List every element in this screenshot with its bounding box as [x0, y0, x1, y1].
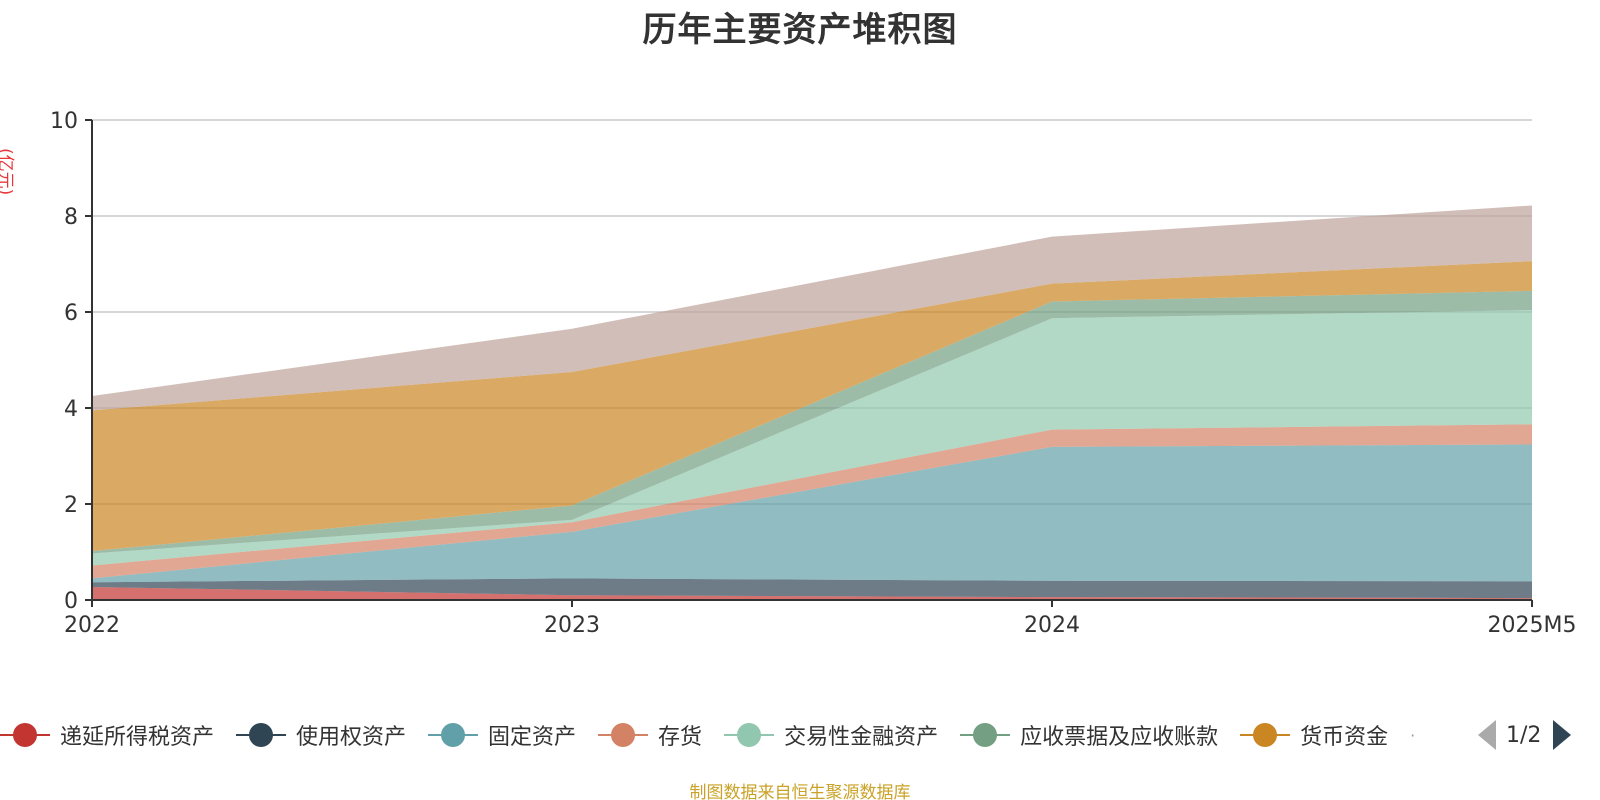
area-series-2 — [92, 578, 1532, 599]
legend-marker-icon — [724, 722, 775, 748]
area-series-5 — [92, 310, 1532, 566]
chart-title: 历年主要资产堆积图 — [642, 10, 958, 50]
source-note: 制图数据来自恒生聚源数据库 — [689, 783, 911, 800]
legend-label: 固定资产 — [488, 725, 577, 750]
legend-item-1[interactable]: 递延所得税资产 — [0, 719, 214, 751]
legend-item-3[interactable]: 固定资产 — [428, 719, 576, 751]
legend-label: 交易性金融资产 — [784, 725, 939, 750]
legend-label: 应收票据及应收账款 — [1020, 725, 1219, 750]
legend-marker-icon — [428, 722, 479, 748]
legend-next-page-icon[interactable] — [1553, 720, 1572, 750]
legend: 递延所得税资产 使用权资产 固定资产 存货 交易性金融资产 应收票据及应收账款 货币资金 · — [0, 718, 1429, 752]
y-axis-unit-label: (亿元) — [0, 148, 15, 196]
legend-marker-icon — [236, 722, 287, 748]
x-tick-label-2023: 2023 — [544, 613, 600, 638]
legend-item-5[interactable]: 交易性金融资产 — [724, 719, 938, 751]
y-tick-label-6: 6 — [64, 301, 78, 326]
legend-pager: 1/2 — [1478, 718, 1572, 752]
y-tick-label-2: 2 — [64, 493, 78, 518]
y-tick-label-0: 0 — [64, 589, 78, 614]
legend-label: 递延所得税资产 — [60, 725, 215, 750]
x-tick-label-2025M5: 2025M5 — [1488, 613, 1577, 638]
area-series-1 — [92, 587, 1532, 600]
x-tick-label-2024: 2024 — [1024, 613, 1080, 638]
legend-marker-icon — [598, 722, 649, 748]
x-tick-label-2022: 2022 — [64, 613, 120, 638]
legend-marker-icon — [1240, 722, 1291, 748]
legend-label: 使用权资产 — [296, 725, 407, 750]
legend-label: 存货 — [658, 725, 703, 750]
area-series-4 — [92, 424, 1532, 579]
legend-overflow-ellipsis: · — [1410, 725, 1416, 745]
legend-page-indicator: 1/2 — [1506, 722, 1542, 748]
legend-marker-icon — [0, 722, 50, 748]
y-tick-label-10: 10 — [50, 109, 78, 134]
y-tick-label-4: 4 — [64, 397, 78, 422]
legend-label: 货币资金 — [1300, 725, 1389, 750]
legend-item-2[interactable]: 使用权资产 — [236, 719, 406, 751]
area-series-7 — [92, 261, 1532, 552]
area-series-3 — [92, 444, 1532, 583]
legend-item-6[interactable]: 应收票据及应收账款 — [960, 719, 1218, 751]
legend-prev-page-icon[interactable] — [1478, 720, 1496, 750]
y-tick-label-8: 8 — [64, 205, 78, 230]
legend-item-4[interactable]: 存货 — [598, 719, 702, 751]
legend-marker-icon — [960, 722, 1011, 748]
area-series-8 — [92, 205, 1532, 411]
legend-item-7[interactable]: 货币资金 — [1240, 719, 1388, 751]
